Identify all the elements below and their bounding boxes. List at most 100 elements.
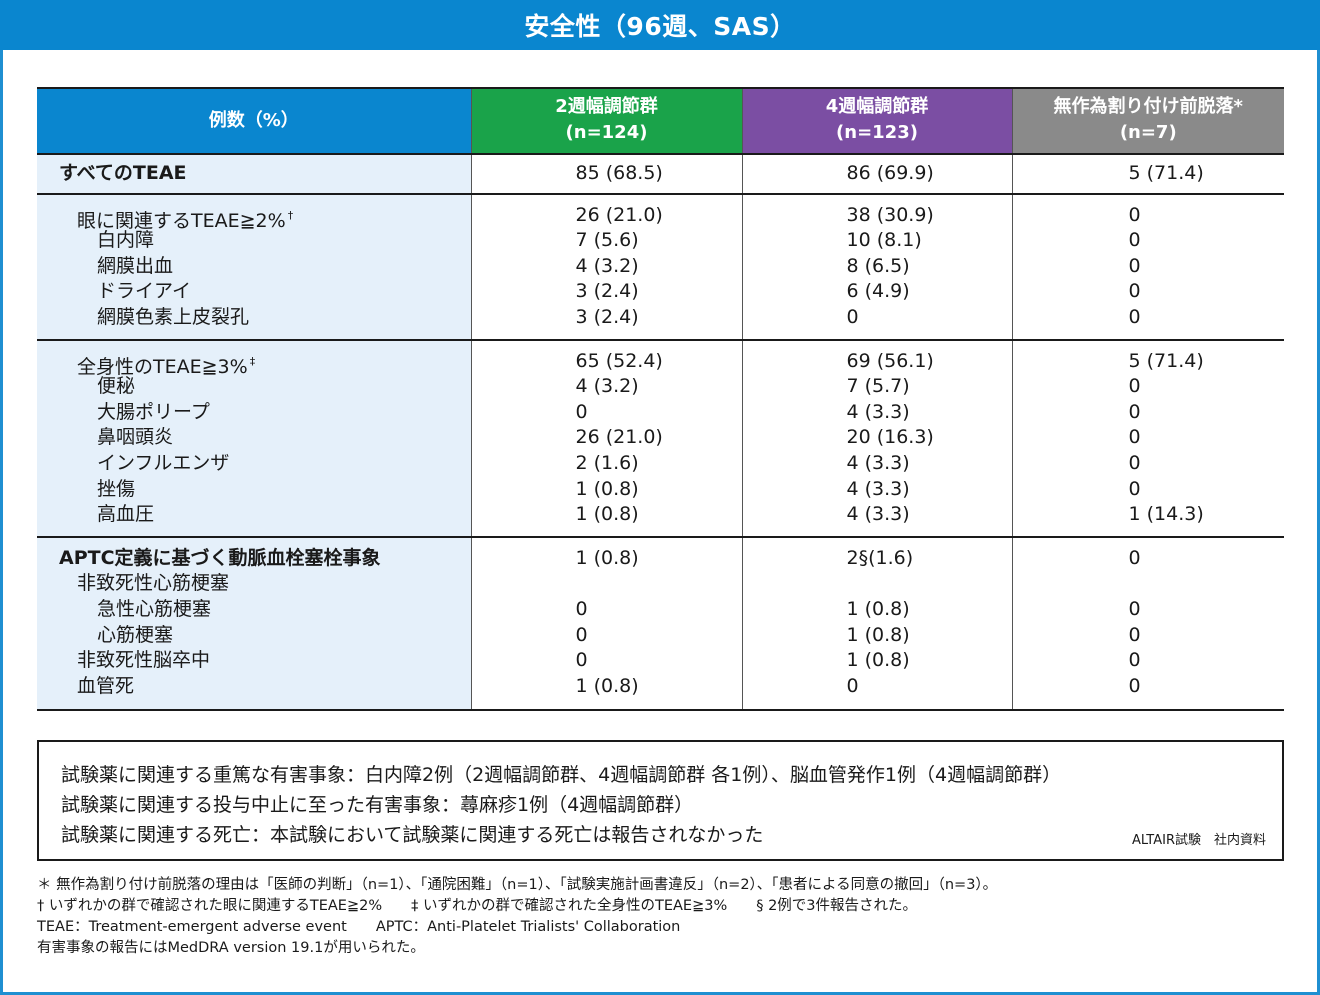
cell-value: 0: [575, 400, 588, 423]
row-label: すべてのTEAE: [59, 162, 187, 184]
related-events-box: 試験薬に関連する重篤な有害事象：白内障2例（2週幅調節群、4週幅調節群 各1例）…: [37, 740, 1284, 861]
row-label: 網膜色素上皮裂孔: [97, 305, 250, 328]
group-n: (n=7): [1119, 122, 1177, 143]
row-label: 便秘: [97, 375, 136, 398]
cell-value: 86 (69.9): [846, 162, 934, 184]
cell-value: 26 (21.0): [575, 203, 663, 226]
cell-value: 6 (4.9): [846, 280, 910, 303]
header-group-2week: 2週幅調節群 (n=124): [471, 87, 743, 155]
cell-value: 0: [575, 649, 588, 672]
cell-value: 0: [1128, 254, 1141, 277]
row-label-eye: 眼に関連するTEAE≧2% †: [77, 208, 294, 232]
cell-value: 0: [1128, 674, 1141, 697]
cell-value: 0: [575, 623, 588, 646]
cell-value: 5 (71.4): [1128, 162, 1204, 184]
group-name: 無作為割り付け前脱落*: [1053, 96, 1243, 118]
row-label: インフルエンザ: [97, 451, 230, 474]
cell-value: 1 (0.8): [846, 597, 910, 620]
cell-value: 8 (6.5): [846, 254, 910, 277]
cell-value: 0: [1128, 229, 1141, 252]
cell-value: 1 (0.8): [575, 674, 639, 697]
cell-value: 0: [846, 305, 859, 328]
row-label: 鼻咽頭炎: [97, 426, 174, 449]
cell-empty: [847, 571, 1012, 597]
row-label: 非致死性心筋梗塞: [77, 572, 230, 595]
table-row-systemic-teae: 全身性のTEAE≧3% ‡ 便秘 大腸ポリープ 鼻咽頭炎 インフルエンザ 挫傷 高…: [37, 339, 1284, 538]
cell-value: 0: [575, 597, 588, 620]
safety-table: 例数（%） 2週幅調節群 (n=124) 4週幅調節群 (n=123) 無作為割…: [37, 87, 1285, 712]
row-label: 急性心筋梗塞: [97, 597, 212, 620]
cell-empty: [576, 571, 742, 597]
header-row: 例数（%） 2週幅調節群 (n=124) 4週幅調節群 (n=123) 無作為割…: [37, 87, 1284, 155]
cell-value: 1 (0.8): [846, 623, 910, 646]
cell-value: 0: [1128, 477, 1141, 500]
cell-value: 2 (1.6): [575, 451, 639, 474]
row-label: 網膜出血: [97, 254, 174, 277]
row-label: 血管死: [77, 674, 135, 697]
row-label: 白内障: [97, 229, 155, 252]
cell-value: 1 (0.8): [575, 503, 639, 526]
cell-value: 1 (0.8): [846, 649, 910, 672]
cell-value: 10 (8.1): [846, 229, 922, 252]
cell-value: 4 (3.3): [846, 400, 910, 423]
header-group-dropout: 無作為割り付け前脱落* (n=7): [1012, 87, 1284, 155]
footnote: † いずれかの群で確認された眼に関連するTEAE≧2% ‡ いずれかの群で確認さ…: [37, 898, 918, 914]
note-line: 試験薬に関連する死亡：本試験において試験薬に関連する死亡は報告されなかった: [61, 824, 764, 846]
cell-value: 1 (14.3): [1128, 503, 1204, 526]
cell-value: 0: [1128, 426, 1141, 449]
table-row-eye-teae: 眼に関連するTEAE≧2% † 白内障 網膜出血 ドライアイ 網膜色素上皮裂孔 2…: [37, 193, 1284, 341]
cell-value: 0: [1128, 546, 1141, 569]
footnotes: ＊ 無作為割り付け前脱落の理由は「医師の判断」（n=1）、「通院困難」（n=1）…: [37, 875, 1284, 959]
cell-value: 69 (56.1): [846, 349, 934, 372]
cell-value: 0: [1128, 280, 1141, 303]
row-label: 挫傷: [97, 477, 136, 500]
cell-value: 0: [1128, 597, 1141, 620]
cell-value: 0: [1128, 451, 1141, 474]
cell-value: 4 (3.2): [575, 375, 639, 398]
cell-empty: [1129, 571, 1285, 597]
cell-value: 2§(1.6): [846, 546, 914, 569]
group-n: (n=124): [565, 122, 648, 143]
footnote: ＊ 無作為割り付け前脱落の理由は「医師の判断」（n=1）、「通院困難」（n=1）…: [37, 877, 998, 893]
cell-value: 0: [1128, 623, 1141, 646]
cell-value: 20 (16.3): [846, 426, 934, 449]
cell-value: 65 (52.4): [575, 349, 663, 372]
row-label: ドライアイ: [97, 280, 192, 303]
footnote: 有害事象の報告にはMedDRA version 19.1が用いられた。: [37, 940, 425, 956]
table-row-all-teae: すべてのTEAE 85 (68.5) 86 (69.9) 5 (71.4): [37, 154, 1284, 195]
row-label: APTC定義に基づく動脈血栓塞栓事象: [59, 546, 381, 569]
table-row-aptc: APTC定義に基づく動脈血栓塞栓事象 非致死性心筋梗塞 急性心筋梗塞 心筋梗塞 …: [37, 536, 1285, 712]
cell-value: 4 (3.3): [846, 477, 910, 500]
row-label: 非致死性脳卒中: [77, 649, 211, 672]
cell-value: 0: [846, 674, 859, 697]
cell-value: 5 (71.4): [1128, 349, 1204, 372]
cell-value: 3 (2.4): [575, 280, 639, 303]
cell-value: 0: [1128, 305, 1141, 328]
source-label: ALTAIR試験 社内資料: [1131, 833, 1266, 848]
row-label-systemic: 全身性のTEAE≧3% ‡: [77, 354, 256, 378]
row-label: 大腸ポリープ: [97, 400, 210, 423]
note-line: 試験薬に関連する投与中止に至った有害事象：蕁麻疹1例（4週幅調節群）: [61, 794, 694, 816]
footnote: TEAE：Treatment-emergent adverse event AP…: [37, 919, 681, 935]
cell-value: 26 (21.0): [575, 426, 663, 449]
cell-value: 4 (3.3): [846, 503, 910, 526]
cell-value: 3 (2.4): [575, 305, 639, 328]
dagger-mark: †: [287, 208, 294, 222]
cell-value: 0: [1128, 375, 1141, 398]
header-label: 例数（%）: [37, 87, 472, 155]
cell-value: 7 (5.6): [575, 229, 639, 252]
group-name: 4週幅調節群: [825, 96, 929, 118]
cell-value: 38 (30.9): [846, 203, 934, 226]
note-line: 試験薬に関連する重篤な有害事象：白内障2例（2週幅調節群、4週幅調節群 各1例）…: [61, 764, 1062, 786]
cell-value: 0: [1128, 203, 1141, 226]
cell-value: 4 (3.2): [575, 254, 639, 277]
cell-value: 1 (0.8): [575, 546, 639, 569]
cell-value: 85 (68.5): [575, 162, 663, 184]
group-name: 2週幅調節群: [555, 96, 658, 118]
cell-value: 0: [1128, 400, 1141, 423]
cell-value: 0: [1128, 649, 1141, 672]
cell-value: 1 (0.8): [575, 477, 639, 500]
page-title: 安全性（96週、SAS）: [0, 0, 1320, 50]
cell-value: 7 (5.7): [846, 375, 910, 398]
group-n: (n=123): [836, 122, 918, 143]
